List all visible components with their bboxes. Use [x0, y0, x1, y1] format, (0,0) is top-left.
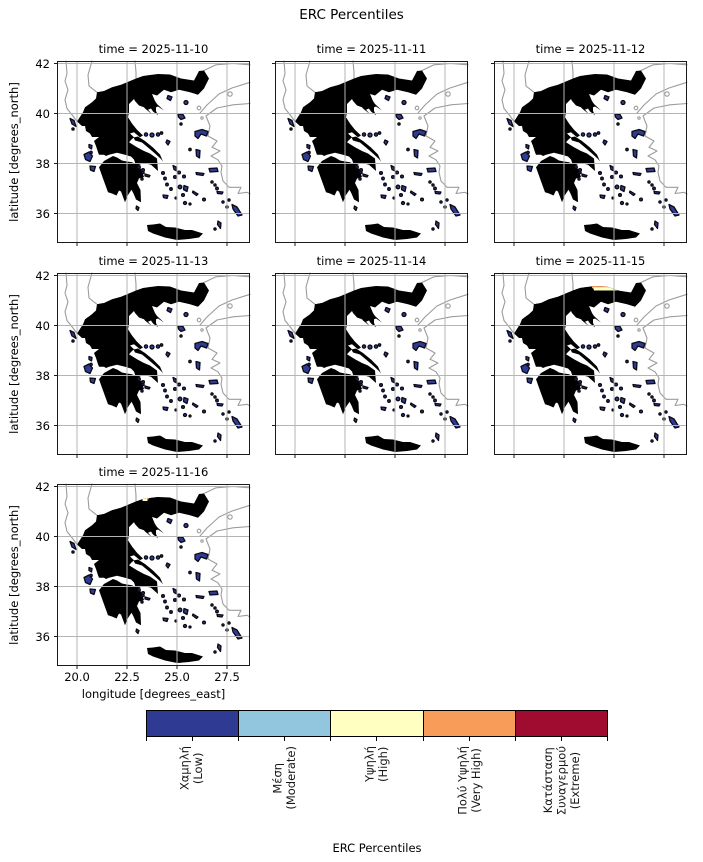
- facet-2025-11-11: time = 2025-11-11: [271, 42, 469, 247]
- xtick-22.5: 22.5: [114, 670, 140, 684]
- colorbar-segment-low: [147, 711, 239, 736]
- ytick-42: 42: [35, 268, 50, 283]
- map-2025-11-15: [490, 272, 688, 459]
- ytick-38: 38: [35, 156, 50, 171]
- facet-2025-11-16: time = 2025-11-16 42 40 38 36 20.0 22.5 …: [35, 465, 251, 701]
- ytick-42: 42: [35, 479, 50, 494]
- facet-title: time = 2025-11-16: [98, 465, 209, 479]
- map-2025-11-14: [271, 272, 469, 459]
- ytick-38: 38: [35, 579, 50, 594]
- colorbar-segment-very-high: [422, 711, 515, 736]
- figure-title: ERC Percentiles: [299, 7, 404, 23]
- colorbar: [146, 710, 608, 737]
- ytick-38: 38: [35, 368, 50, 383]
- xtick-25.0: 25.0: [164, 670, 190, 684]
- ytick-42: 42: [35, 56, 50, 71]
- facet-title: time = 2025-11-11: [316, 42, 427, 56]
- xaxis-label: longitude [degrees_east]: [81, 687, 226, 701]
- colorbar-segment-moderate: [238, 711, 331, 736]
- facet-title: time = 2025-11-14: [316, 254, 427, 268]
- facet-title: time = 2025-11-15: [535, 254, 646, 268]
- colorbar-segment-high: [330, 711, 423, 736]
- facet-2025-11-14: time = 2025-11-14: [271, 254, 469, 459]
- ytick-40: 40: [35, 318, 50, 333]
- map-2025-11-10: [53, 60, 251, 247]
- ytick-40: 40: [35, 106, 50, 121]
- ytick-40: 40: [35, 529, 50, 544]
- colorbar-label-high: Υψηλή (High): [362, 746, 391, 782]
- facet-2025-11-10: time = 2025-11-10 42 40 38 36: [35, 42, 251, 247]
- map-2025-11-16: [53, 483, 251, 670]
- ytick-36: 36: [35, 206, 50, 221]
- facet-2025-11-12: time = 2025-11-12: [490, 42, 688, 247]
- ytick-36: 36: [35, 629, 50, 644]
- colorbar-label-low: Χαμηλή (Low): [177, 746, 206, 791]
- map-2025-11-12: [490, 60, 688, 247]
- xtick-20.0: 20.0: [64, 670, 90, 684]
- map-2025-11-13: [53, 272, 251, 459]
- facet-2025-11-15: time = 2025-11-15: [490, 254, 688, 459]
- facet-2025-11-13: time = 2025-11-13 42 40 38 36: [35, 254, 251, 459]
- colorbar-ticks: [146, 737, 608, 742]
- colorbar-axis-label: ERC Percentiles: [332, 841, 422, 855]
- facet-title: time = 2025-11-10: [98, 42, 209, 56]
- colorbar-segment-extreme: [514, 711, 608, 736]
- facet-title: time = 2025-11-13: [98, 254, 209, 268]
- map-2025-11-11: [271, 60, 469, 247]
- ytick-36: 36: [35, 418, 50, 433]
- facet-title: time = 2025-11-12: [535, 42, 646, 56]
- xtick-27.5: 27.5: [214, 670, 240, 684]
- colorbar-label-extreme: Κατάσταση Συναγερμού (Extreme): [540, 746, 582, 816]
- colorbar-label-moderate: Μέση (Moderate): [270, 746, 298, 810]
- colorbar-label-very-high: Πολύ Υψηλή (Very High): [455, 746, 483, 815]
